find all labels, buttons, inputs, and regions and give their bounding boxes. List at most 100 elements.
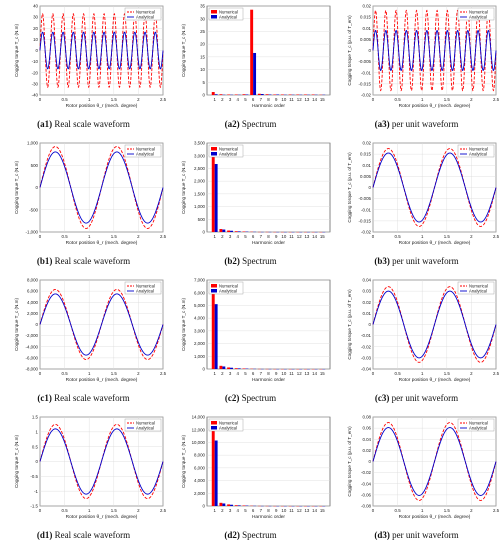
x-tick-label: 4 [237, 371, 240, 376]
x-tick-label: 2.5 [160, 371, 167, 376]
x-tick-label: 10 [281, 234, 286, 239]
panel-c2: 0 1,000 2,000 3,000 4,000 5,000 6,000 7,000 Cogg… [167, 274, 334, 411]
x-tick-label: 8 [267, 508, 270, 513]
x-axis-label: Rotor position θ_r (mech. degree) [66, 103, 138, 109]
y-tick-label: 6,000 [194, 290, 206, 295]
x-axis-label: Rotor position θ_r (mech. degree) [399, 103, 471, 109]
bar-numerical-2 [219, 502, 223, 506]
x-tick-label: 14 [312, 234, 317, 239]
y-tick-label: 6,000 [194, 465, 206, 470]
x-tick-label: 1 [213, 234, 216, 239]
x-tick-label: 3 [229, 371, 232, 376]
x-tick-label: 1 [88, 371, 91, 376]
x-tick-label: 1.5 [444, 508, 451, 513]
x-tick-label: 0.5 [395, 371, 402, 376]
y-tick-label: 500 [198, 217, 206, 222]
y-tick-label: 1,000 [194, 354, 206, 359]
series-line-analytical [372, 152, 497, 223]
panel-b1: -1,000 -500 0 500 1,000 Cogging torque T_c (N… [0, 137, 167, 274]
y-tick-label: 25 [200, 29, 205, 34]
y-tick-label: -40 [32, 93, 39, 98]
caption-tag: (a2) [224, 119, 240, 129]
y-tick-label: -500 [29, 207, 38, 212]
chart-b2: 0 500 1,000 1,500 2,000 2,500 3,000 3,500 Coggin… [181, 141, 331, 246]
x-tick-label: 1 [421, 97, 424, 102]
chart-c3: -0.04 -0.03 -0.02 -0.01 0 0.01 0.02 0.03 0.04 Cog… [347, 278, 500, 383]
y-tick-label: 30 [33, 15, 38, 20]
y-tick-label: 0.01 [362, 311, 371, 316]
legend-label-numerical: Numerical [469, 420, 488, 425]
x-tick-label: 1.5 [111, 371, 118, 376]
bar-analytical-2 [222, 229, 226, 232]
bar-analytical-3 [230, 367, 233, 369]
x-tick-label: 15 [320, 508, 325, 513]
series-line-analytical [39, 428, 164, 495]
caption-tag: (d3) [374, 530, 390, 540]
x-tick-label: 2 [221, 371, 224, 376]
chart-d1: -1.5 -1 -0.5 0 0.5 1 1.5 Cogging torque T_c (N.… [14, 415, 167, 520]
legend-swatch-analytical [211, 289, 217, 293]
y-tick-label: 10 [33, 37, 38, 42]
y-tick-label: -0.015 [359, 218, 372, 223]
y-tick-label: -6,000 [26, 355, 39, 360]
caption-text: Real scale waveform [51, 393, 130, 403]
bar-numerical-3 [227, 230, 231, 232]
x-tick-label: 6 [252, 234, 255, 239]
y-tick-label: -0.04 [361, 481, 372, 486]
y-axis-label: Cogging torque T_c (p.u. of T_em) [347, 152, 352, 223]
y-tick-label: 0.015 [360, 152, 372, 157]
x-tick-label: 2 [470, 508, 473, 513]
bar-analytical-6 [253, 52, 257, 95]
y-tick-label: 0.04 [362, 278, 371, 283]
y-tick-label: 0.02 [362, 448, 371, 453]
x-tick-label: 4 [237, 508, 240, 513]
legend-label-numerical: Numerical [219, 146, 238, 151]
x-tick-label: 2 [137, 234, 140, 239]
y-tick-label: 0.03 [362, 289, 371, 294]
caption-text: Spectrum [239, 393, 277, 403]
y-tick-label: 0.02 [362, 141, 371, 146]
x-tick-label: 2.5 [493, 234, 500, 239]
x-axis-label: Rotor position θ_r (mech. degree) [399, 240, 471, 246]
series-line-analytical [372, 427, 497, 496]
legend-label-numerical: Numerical [219, 9, 238, 14]
series-line-numerical [39, 146, 164, 229]
x-tick-label: 10 [281, 371, 286, 376]
y-axis-label: Cogging torque T_c (N.m) [181, 161, 186, 214]
caption-tag: (a1) [37, 119, 53, 129]
y-axis-label: Cogging torque T_c (N.m) [181, 435, 186, 488]
x-tick-label: 2 [470, 97, 473, 102]
x-axis-label: Harmonic order [252, 514, 285, 520]
chart-b1: -1,000 -500 0 500 1,000 Cogging torque T_c (N… [14, 141, 167, 246]
bar-numerical-1 [211, 283, 215, 369]
x-tick-label: 2 [137, 508, 140, 513]
bar-analytical-7 [260, 94, 264, 95]
x-tick-label: 0 [372, 508, 375, 513]
x-tick-label: 3 [229, 508, 232, 513]
y-tick-label: -20 [32, 70, 39, 75]
y-tick-label: 2,000 [194, 341, 206, 346]
x-tick-label: 11 [289, 371, 294, 376]
x-tick-label: 0 [39, 234, 42, 239]
x-tick-label: 8 [267, 234, 270, 239]
legend-swatch-numerical [211, 284, 217, 288]
x-axis-label: Rotor position θ_r (mech. degree) [66, 377, 138, 383]
x-tick-label: 13 [304, 234, 309, 239]
y-tick-label: 0 [369, 322, 372, 327]
y-tick-label: 0 [369, 48, 372, 53]
x-tick-label: 0 [39, 508, 42, 513]
y-axis-label: Cogging torque T_c (N.m) [14, 24, 19, 77]
x-axis-label: Rotor position θ_r (mech. degree) [66, 514, 138, 520]
y-tick-label: 4,000 [194, 316, 206, 321]
caption-a2: (a2) Spectrum [167, 119, 334, 129]
y-tick-label: -1 [34, 489, 38, 494]
y-tick-label: 10 [200, 67, 205, 72]
caption-a3: (a3) per unit waveform [333, 119, 500, 129]
y-tick-label: -0.04 [361, 367, 372, 372]
legend-box [208, 281, 244, 295]
panel-a3: -0.02 -0.015 -0.01 -0.005 0 0.005 0.01 0.015 0.0… [333, 0, 500, 137]
x-tick-label: 5 [244, 97, 247, 102]
x-tick-label: 10 [281, 508, 286, 513]
y-tick-label: -0.03 [361, 355, 372, 360]
caption-tag: (b1) [36, 256, 53, 266]
